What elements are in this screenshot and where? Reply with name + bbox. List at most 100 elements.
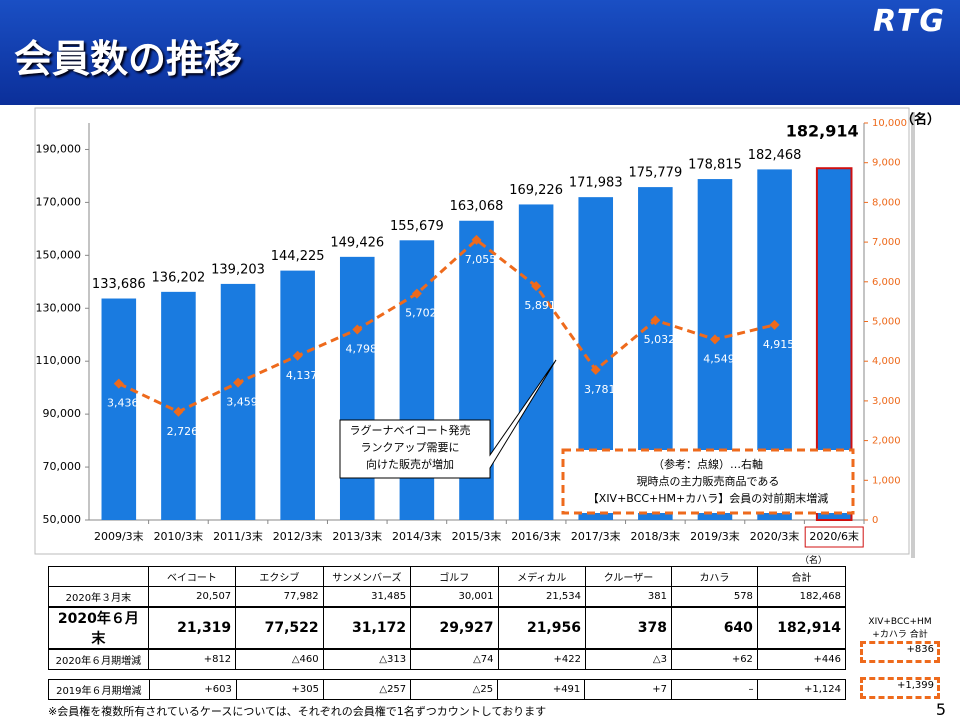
data-table-2019: 2019年６月期増減 +603 +305 △257 △25 +491 +7– +1,124	[48, 679, 846, 700]
logo: RTG	[873, 4, 946, 39]
side-header-line: +カハラ 合計	[872, 630, 928, 640]
bar-label: 169,226	[509, 183, 563, 198]
footnote: ※会員権を複数所有されているケースについては、それぞれの会員権で1名ずつカウント…	[48, 705, 547, 718]
side-value: +1,399	[860, 677, 940, 699]
callout-text: 向けた販売が増加	[366, 457, 454, 471]
cell: △25	[410, 679, 499, 700]
line-label: 3,436	[107, 397, 139, 410]
cell: +305	[235, 679, 325, 700]
y-tick-label: 70,000	[43, 460, 82, 473]
cell: +812	[147, 648, 237, 670]
frame-shadow	[911, 112, 915, 558]
line-marker	[233, 377, 244, 388]
bar	[518, 204, 554, 520]
bar	[101, 298, 137, 520]
column-header: カハラ	[670, 566, 758, 587]
line-label: 5,702	[405, 307, 437, 320]
line-label: 5,032	[644, 333, 676, 346]
cell: 31,485	[322, 586, 412, 608]
cell: 578	[670, 586, 758, 608]
bar-label: 149,426	[330, 235, 384, 250]
cell: 640	[670, 606, 758, 650]
line-marker	[292, 350, 303, 361]
line-label: 7,055	[465, 253, 497, 266]
x-tick-label: 2010/3末	[154, 529, 204, 543]
cell: 21,956	[497, 606, 586, 650]
bar-label: 175,779	[628, 166, 682, 181]
side-value: +836	[860, 641, 940, 663]
line-marker	[411, 288, 422, 299]
bar-label: 136,202	[152, 270, 206, 285]
line-marker	[352, 324, 363, 335]
line-marker	[769, 319, 780, 330]
x-tick-label: 2013/3末	[332, 529, 382, 543]
cell: △74	[410, 648, 499, 670]
x-tick-label: 2011/3末	[213, 529, 263, 543]
cell: 381	[584, 586, 672, 608]
y-tick-label: 50,000	[43, 513, 82, 526]
x-tick-label: 2015/3末	[452, 529, 502, 543]
bar-label: 178,815	[688, 158, 742, 173]
line	[118, 237, 775, 414]
cell: 182,468	[756, 586, 847, 608]
unit-label: （名）	[901, 112, 940, 128]
y2-tick-label: 8,000	[872, 197, 901, 208]
y-tick-label: 90,000	[43, 407, 82, 420]
line-label: 2,726	[167, 425, 199, 438]
cell: 21,534	[497, 586, 586, 608]
y2-tick-label: 6,000	[872, 277, 901, 288]
y2-tick-label: 1,000	[872, 475, 901, 486]
reference-text: 【XIV+BCC+HM+カハラ】会員の対前期末増減	[588, 491, 828, 505]
x-tick-label: 2020/3末	[750, 529, 800, 543]
line-marker	[471, 234, 482, 245]
cell: +7	[584, 679, 673, 700]
line-marker	[590, 364, 601, 375]
y-tick-label: 110,000	[36, 354, 82, 367]
cell: +446	[756, 648, 847, 670]
cell: –	[671, 679, 759, 700]
y2-tick-label: 9,000	[872, 158, 901, 169]
bar-label: 182,914	[786, 122, 859, 141]
line-marker	[650, 315, 661, 326]
bar-label: 144,225	[271, 249, 325, 264]
data-table: ベイコート エクシブ サンメンバーズ ゴルフ メディカル クルーザー カハラ 合計 2020年３…	[48, 566, 847, 670]
line-label: 3,459	[226, 396, 258, 409]
callout-text: ランクアップ需要に	[361, 441, 460, 454]
cell: 77,522	[235, 606, 324, 650]
header-row: ベイコート エクシブ サンメンバーズ ゴルフ メディカル クルーザー カハラ 合計	[48, 566, 847, 587]
x-tick-label: 2020/6末	[809, 529, 859, 543]
y2-tick-label: 2,000	[872, 436, 901, 447]
y2-tick-label: 0	[872, 515, 878, 526]
y2-tick-label: 7,000	[872, 237, 901, 248]
bar-label: 171,983	[569, 176, 623, 191]
y2-tick-label: 4,000	[872, 356, 901, 367]
cell: +422	[497, 648, 586, 670]
y-tick-label: 170,000	[36, 195, 82, 208]
bar-label: 182,468	[748, 148, 802, 163]
table-row: 2019年６月期増減 +603 +305 △257 △25 +491 +7– +1,124	[48, 679, 846, 700]
side-header: XIV+BCC+HM +カハラ 合計	[858, 617, 942, 640]
table-unit: （名）	[800, 556, 828, 566]
cell: +1,124	[757, 679, 846, 700]
cell: 21,319	[147, 606, 237, 650]
cell: 29,927	[410, 606, 499, 650]
column-header: メディカル	[497, 566, 586, 587]
header-band	[0, 0, 960, 105]
column-header: クルーザー	[584, 566, 672, 587]
row-label: 2020年３月末	[48, 586, 149, 608]
table-row: 2020年６月期増減 +812 △460 △313 △74 +422 △3 +62 +446	[48, 648, 847, 670]
bar-label: 163,068	[450, 199, 504, 214]
line-label: 4,798	[346, 343, 378, 356]
highlight-box	[804, 526, 864, 548]
x-tick-label: 2014/3末	[392, 529, 442, 543]
bar	[280, 270, 315, 520]
slide-title: 会員数の推移	[14, 37, 243, 81]
table-row: 2020年６月末 21,319 77,522 31,172 29,927 21,956 37…	[48, 606, 847, 650]
line-label: 3,781	[584, 383, 616, 396]
cell: △3	[584, 648, 672, 670]
bar	[339, 256, 375, 520]
cell: △313	[322, 648, 412, 670]
x-tick-label: 2018/3末	[630, 529, 680, 543]
corner-cell	[48, 566, 149, 587]
